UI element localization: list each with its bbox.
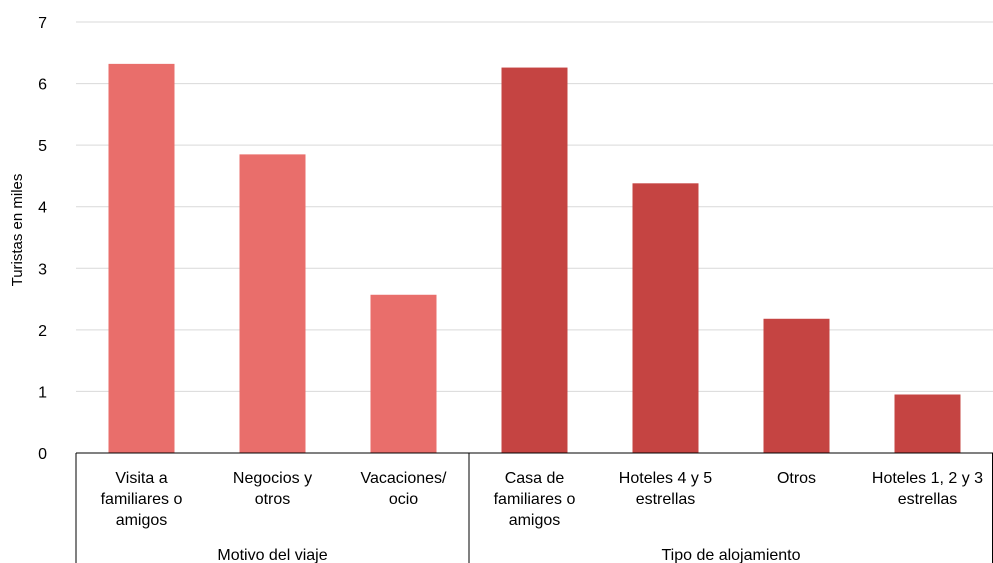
x-tick-label: estrellas xyxy=(898,491,958,508)
x-tick-label: amigos xyxy=(116,512,168,529)
x-tick-label: Vacaciones/ xyxy=(361,470,448,487)
x-tick-label: Casa de xyxy=(505,470,565,487)
bar xyxy=(632,183,699,453)
x-tick-label: Negocios y xyxy=(233,470,312,487)
group-label: Tipo de alojamiento xyxy=(661,547,800,563)
group-labels: Motivo del viaje Tipo de alojamiento xyxy=(217,547,800,563)
x-tick-label: amigos xyxy=(509,512,561,529)
x-tick-label: Visita a xyxy=(115,470,167,487)
x-tick-label: familiares o xyxy=(101,491,183,508)
y-axis-ticks: 0 1 2 3 4 5 6 7 xyxy=(38,15,47,463)
category-labels: Visita a familiares o amigos Negocios y otro… xyxy=(101,470,984,529)
y-tick-label: 0 xyxy=(38,446,47,463)
x-tick-label: ocio xyxy=(389,491,418,508)
y-tick-label: 3 xyxy=(38,261,47,278)
y-tick-label: 7 xyxy=(38,15,47,32)
bar xyxy=(108,63,175,454)
x-tick-label: Hoteles 4 y 5 xyxy=(619,470,712,487)
x-tick-label: familiares o xyxy=(494,491,576,508)
x-tick-label: Otros xyxy=(777,470,816,487)
bar xyxy=(370,294,437,453)
bar xyxy=(894,394,961,453)
y-tick-label: 2 xyxy=(38,323,47,340)
group-label: Motivo del viaje xyxy=(217,547,327,563)
y-tick-label: 4 xyxy=(38,200,47,217)
bar xyxy=(239,154,306,453)
y-tick-label: 6 xyxy=(38,77,47,94)
y-axis-label: Turistas en miles xyxy=(9,174,26,287)
bar xyxy=(763,318,830,453)
x-tick-label: estrellas xyxy=(636,491,696,508)
y-tick-label: 5 xyxy=(38,138,47,155)
x-tick-label: otros xyxy=(255,491,291,508)
bar xyxy=(501,67,568,453)
y-tick-label: 1 xyxy=(38,384,47,401)
bars xyxy=(108,63,961,454)
x-tick-label: Hoteles 1, 2 y 3 xyxy=(872,470,983,487)
